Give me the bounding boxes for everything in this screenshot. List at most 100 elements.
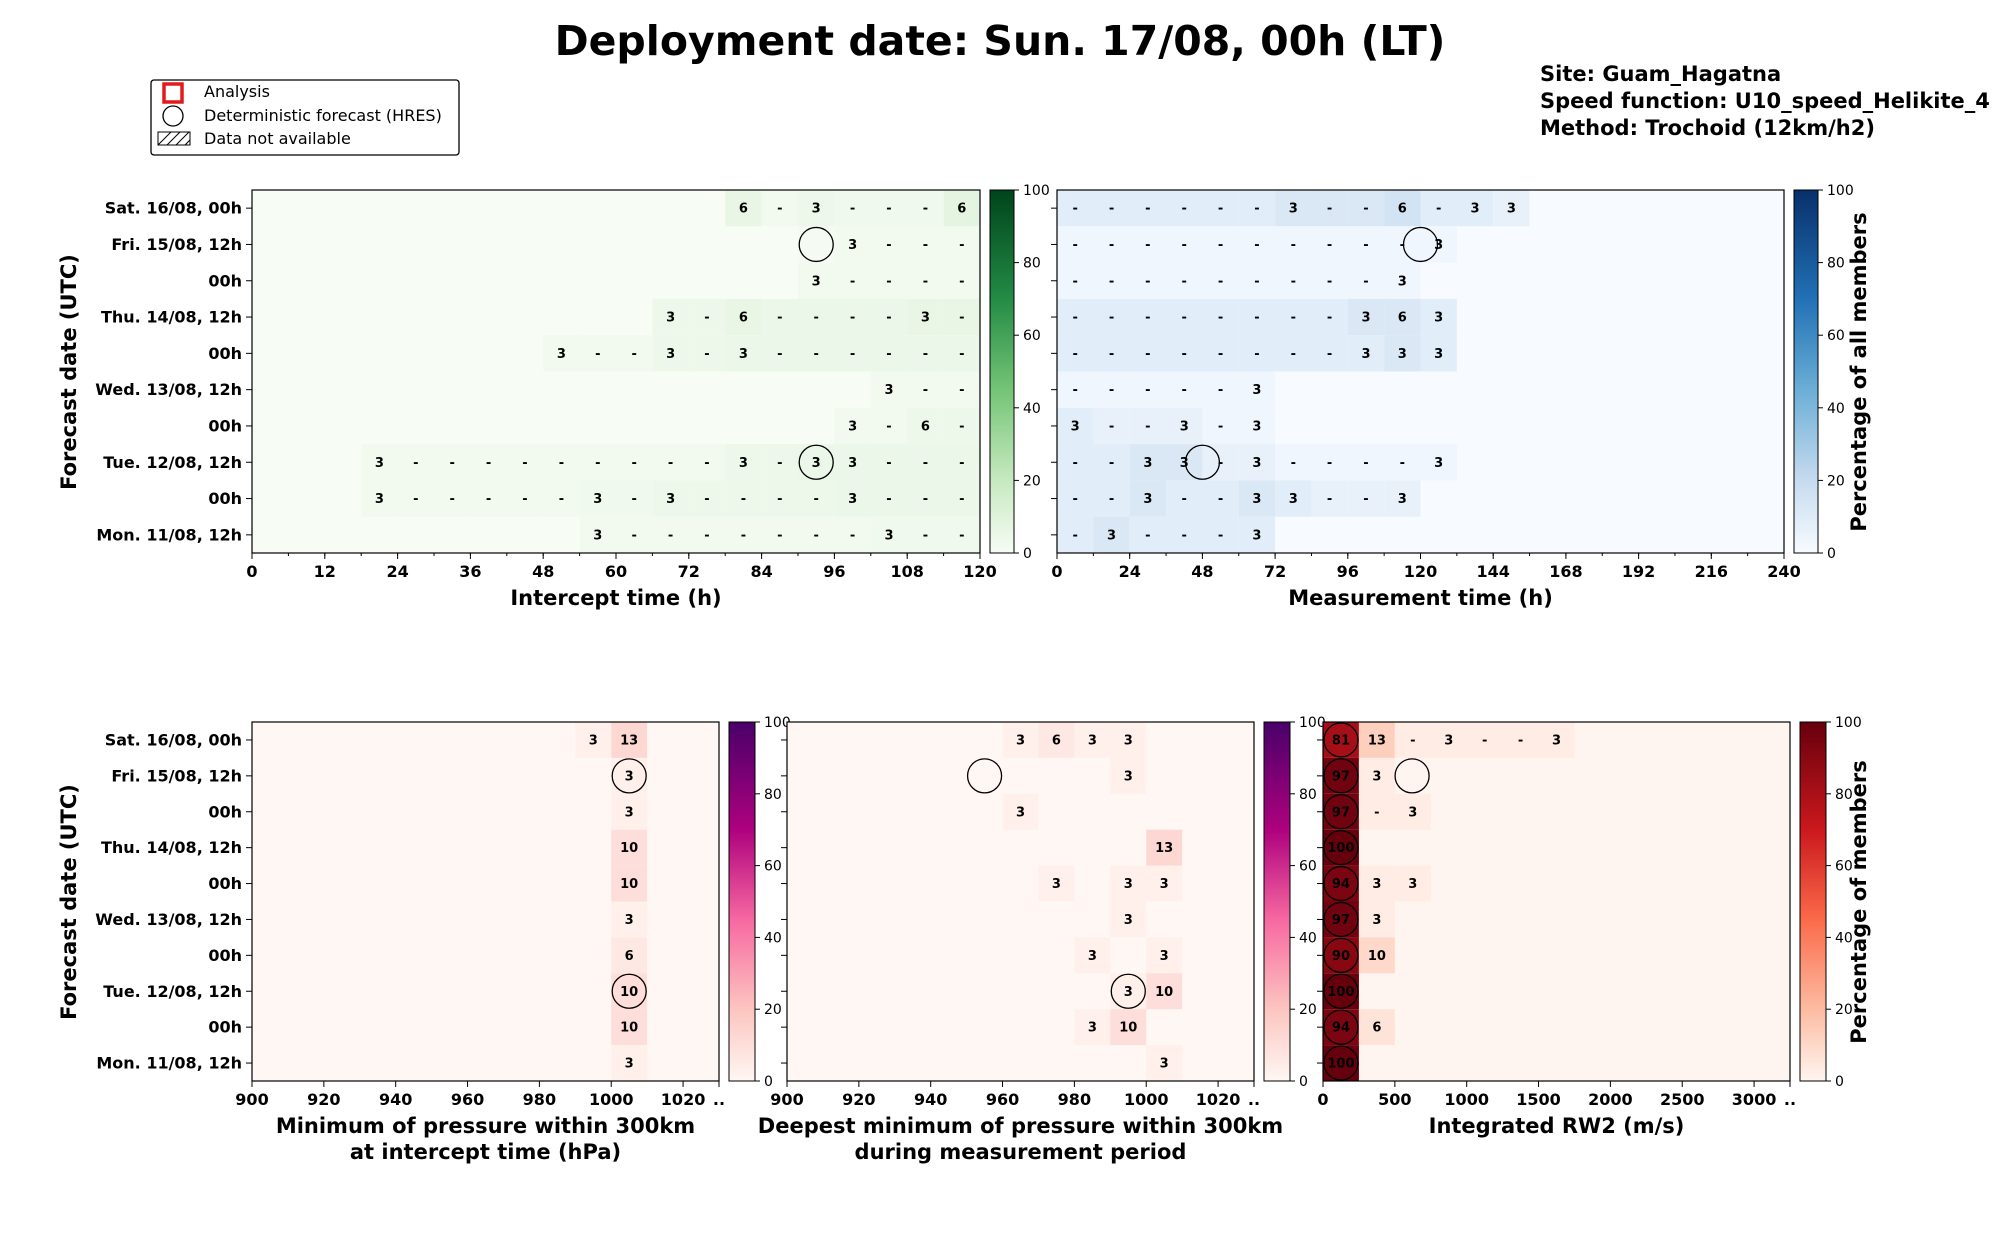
cell-label: 3 <box>884 528 893 543</box>
heatmap-cell <box>870 190 908 227</box>
cell-label: - <box>1218 419 1223 434</box>
heatmap-cell <box>1202 190 1239 227</box>
heatmap-cell <box>798 298 835 336</box>
x-tick-label: 36 <box>459 562 481 581</box>
heatmap-cell <box>1502 722 1539 758</box>
heatmap-cell <box>1202 480 1239 517</box>
heatmap-cell <box>688 298 726 336</box>
method-label: Method: Trochoid (12km/h2) <box>1540 116 1875 140</box>
x-tick-label: 940 <box>379 1090 412 1109</box>
cell-label: - <box>1218 274 1223 289</box>
cell-label: - <box>1518 733 1523 748</box>
heatmap-cell <box>652 444 689 481</box>
cell-label: 97 <box>1332 769 1350 784</box>
heatmap-cell <box>1538 722 1575 758</box>
cell-label: 97 <box>1332 913 1350 928</box>
cell-label: - <box>1254 347 1259 362</box>
cell-label: - <box>1327 456 1332 471</box>
colorbar-tick-label: 0 <box>764 1074 773 1090</box>
colorbar-tick-label: 20 <box>1835 1002 1853 1018</box>
heatmap-cell <box>616 480 653 517</box>
heatmap-cell <box>688 516 726 553</box>
heatmap-cell <box>834 262 871 299</box>
cell-label: 6 <box>739 311 748 326</box>
heatmap-cell <box>798 480 835 517</box>
cell-label: - <box>886 274 891 289</box>
heatmap-cell <box>1493 190 1530 227</box>
plot-frame <box>786 721 1255 1082</box>
cell-label: 3 <box>625 769 634 784</box>
cell-label: 3 <box>589 733 598 748</box>
x-tick-label: 0 <box>1051 562 1062 581</box>
x-tick-label: 96 <box>1337 562 1359 581</box>
heatmap-cell <box>1347 226 1385 263</box>
x-tick-label: 120 <box>963 562 996 581</box>
cell-label: 3 <box>1016 805 1025 820</box>
heatmap-cell <box>907 190 944 227</box>
heatmap-cell <box>616 444 653 481</box>
cell-label: - <box>886 311 891 326</box>
cell-label: - <box>1291 456 1296 471</box>
cell-label: 10 <box>620 985 638 1000</box>
y-tick-label: Fri. 15/08, 12h <box>111 235 242 254</box>
cell-label: 3 <box>1434 238 1443 253</box>
cell-label: - <box>1218 202 1223 217</box>
cell-label: - <box>413 492 418 507</box>
colorbar: 0 20 40 60 80 100 <box>1793 183 1854 562</box>
colorbar-bar <box>989 189 1015 554</box>
cell-label: - <box>1145 347 1150 362</box>
cell-label: 6 <box>1398 202 1407 217</box>
heatmap-cell <box>1166 407 1203 445</box>
heatmap-cell <box>1275 190 1312 227</box>
colorbar: 0 20 40 60 80 100 <box>728 715 791 1090</box>
heatmap-cell <box>543 444 580 481</box>
cell-label: 3 <box>1088 949 1097 964</box>
cell-label: 3 <box>625 913 634 928</box>
heatmap-cell <box>725 335 762 372</box>
heatmap-cell <box>1358 937 1395 974</box>
heatmap-cell <box>1093 335 1130 372</box>
cell-label: 3 <box>1408 805 1417 820</box>
cell-label: 3 <box>375 492 384 507</box>
cell-label: - <box>959 492 964 507</box>
heatmap-cell <box>688 480 726 517</box>
heatmap-cell <box>725 444 762 481</box>
heatmap-cell <box>1311 298 1348 336</box>
cell-label: 3 <box>1160 877 1169 892</box>
cell-label: 3 <box>1289 492 1298 507</box>
x-tick-label: 960 <box>986 1090 1019 1109</box>
heatmap-cell <box>1110 901 1147 938</box>
cell-label: 3 <box>1160 949 1169 964</box>
cell-label: - <box>1072 238 1077 253</box>
cell-label: 3 <box>1434 347 1443 362</box>
heatmap-cell <box>579 444 616 481</box>
cell-label: - <box>1182 238 1187 253</box>
heatmap-cell <box>1057 335 1094 372</box>
cell-label: - <box>813 528 818 543</box>
cell-label: - <box>923 238 928 253</box>
cell-label: - <box>1109 383 1114 398</box>
colorbar-tick-label: 60 <box>1299 859 1317 875</box>
heatmap-cell <box>1074 937 1111 974</box>
heatmap-cell <box>1275 226 1312 263</box>
cell-label: - <box>1182 347 1187 362</box>
heatmap-cell <box>1146 865 1183 902</box>
hres-circle <box>1323 722 1359 758</box>
heatmap-cell <box>1358 865 1395 902</box>
x-tick-label: 2000 <box>1588 1090 1633 1109</box>
heatmap-cell <box>506 480 544 517</box>
heatmap-cell <box>1146 829 1183 866</box>
cell-label: 6 <box>1052 733 1061 748</box>
cell-label: 94 <box>1332 877 1350 892</box>
heatmap-cell <box>1146 973 1183 1010</box>
plot-frame <box>251 721 720 1082</box>
cell-label: - <box>923 274 928 289</box>
colorbar-tick-label: 80 <box>1023 256 1041 272</box>
heatmap-cell <box>870 335 908 372</box>
cell-label: - <box>923 202 928 217</box>
heatmap-cell <box>1093 298 1130 336</box>
cell-label: - <box>704 311 709 326</box>
x-tick-label: 2500 <box>1660 1090 1705 1109</box>
